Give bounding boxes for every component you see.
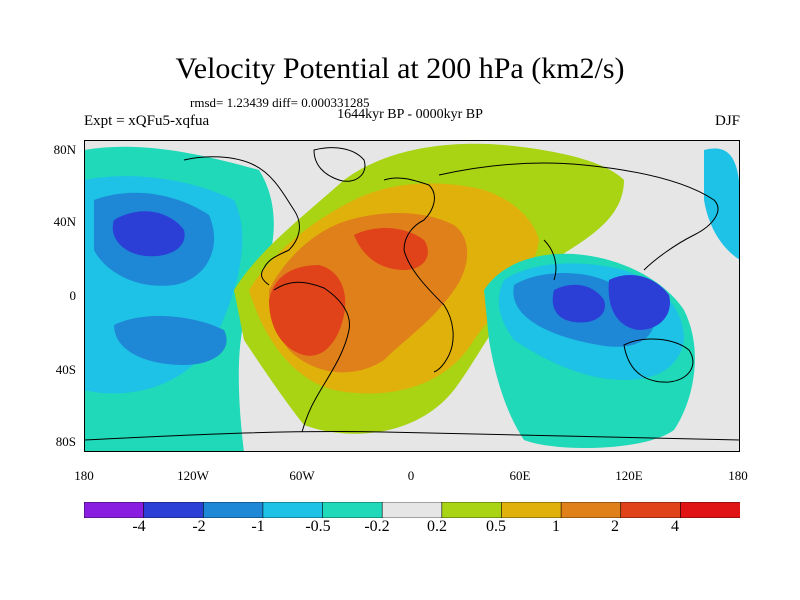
lat-label-eq: 0 (69, 288, 77, 303)
coast-india (543, 239, 557, 281)
colorbar (84, 502, 740, 518)
colorbar-label: -4 (132, 518, 146, 535)
field-indonesia-core (608, 275, 670, 330)
colorbar-label: 4 (671, 518, 679, 535)
colorbar-swatch (560, 502, 622, 518)
coast-australia (623, 338, 694, 383)
colorbar-swatch (202, 502, 264, 518)
colorbar-label: 0.5 (486, 518, 506, 535)
field-west-pacific-4 (112, 211, 185, 257)
colorbar-label: 1 (552, 518, 560, 535)
colorbar-swatch (441, 502, 503, 518)
colorbar-swatch (620, 502, 682, 518)
lat-label-40s: 40S (55, 362, 76, 377)
colorbar-swatch (143, 502, 205, 518)
map-frame (84, 140, 740, 452)
colorbar-swatch (501, 502, 562, 518)
colorbar-label: 0.2 (427, 518, 447, 535)
coast-asia (438, 162, 719, 271)
coast-europe-africa (383, 177, 454, 373)
colorbar-label: 2 (611, 518, 619, 535)
lat-label-40n: 40N (53, 214, 76, 229)
colorbar-swatch (381, 502, 443, 518)
lon-label-180e: 180 (728, 468, 748, 483)
colorbar-label: -1 (251, 518, 265, 535)
lon-label-120w: 120W (177, 468, 209, 483)
field-east-pacific-north (704, 148, 740, 260)
stats-text: rmsd= 1.23439 diff= 0.000331285 (190, 95, 370, 110)
map-title: Velocity Potential at 200 hPa (km2/s) (175, 52, 625, 85)
colorbar-swatch (84, 502, 145, 518)
lon-label-180w: 180 (74, 468, 94, 483)
colorbar-swatch (262, 502, 324, 518)
lon-label-0: 0 (407, 468, 415, 483)
lon-label-60e: 60E (509, 468, 531, 483)
velocity-potential-map (84, 140, 740, 452)
period-text: 1644kyr BP - 0000kyr BP (337, 107, 483, 122)
lon-label-120e: 120E (615, 468, 643, 483)
colorbar-label: -0.5 (305, 518, 331, 535)
field-south-pacific (114, 315, 227, 365)
colorbar-label: -2 (192, 518, 206, 535)
coast-antarctica (84, 431, 740, 441)
colorbar-label: -0.2 (364, 518, 390, 535)
lat-label-80n: 80N (53, 142, 76, 157)
field-africa-red (354, 228, 428, 270)
coastlines (84, 147, 740, 441)
lat-label-80s: 80S (55, 434, 76, 449)
coast-greenland (313, 147, 366, 182)
season-label: DJF (714, 113, 740, 129)
experiment-label: Expt = xQFu5-xqfua (84, 113, 210, 129)
coast-south-america (273, 281, 351, 433)
field-brazil-red (269, 265, 346, 356)
field-maritime-core (552, 284, 605, 323)
lon-label-60w: 60W (289, 468, 315, 483)
colorbar-swatch (680, 502, 740, 518)
colorbar-swatch (322, 502, 383, 518)
coast-north-america (183, 156, 300, 286)
